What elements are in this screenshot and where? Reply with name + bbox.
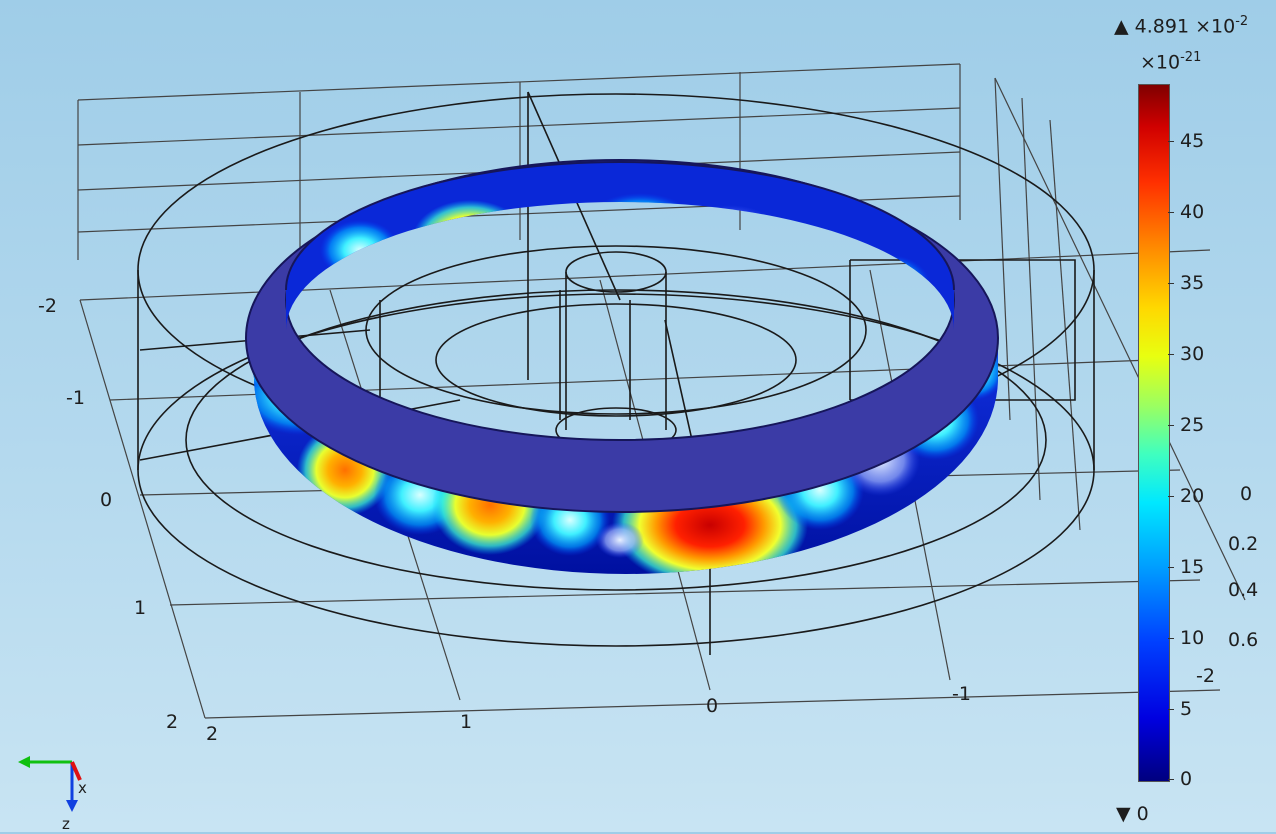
colorbar-tick	[1168, 354, 1174, 355]
colorbar-tick	[1168, 141, 1174, 142]
colorbar-tick	[1168, 425, 1174, 426]
axis-tick-right-5: -2	[1196, 665, 1215, 687]
axis-tick-right-1: 0	[1240, 483, 1253, 505]
colorbar-tick	[1168, 283, 1174, 284]
axis-tick-right-4: 0.6	[1228, 629, 1259, 651]
colorbar-tick	[1168, 212, 1174, 213]
colorbar-tick-label: 45	[1180, 130, 1205, 152]
colorbar-tick-label: 15	[1180, 556, 1205, 578]
axis-tick-left-4: 1	[134, 597, 147, 619]
colorbar-max: ▲ 4.891 ×10-2	[1114, 12, 1248, 36]
axis-tick-bottom-1: 2	[206, 723, 219, 745]
colorbar-tick-label: 40	[1180, 201, 1205, 223]
axis-tick-bottom-3: 0	[706, 695, 719, 717]
colorbar-multiplier: ×10-21	[1140, 48, 1201, 72]
colorbar-tick	[1168, 779, 1174, 780]
colorbar-tick-label: 0	[1180, 768, 1193, 790]
colorbar-max-exponent: -2	[1235, 14, 1249, 29]
colorbar-max-value: 4.891 ×10	[1134, 15, 1236, 38]
colorbar-multiplier-base: ×10	[1140, 51, 1181, 74]
axis-tick-bottom-2: 1	[460, 711, 473, 733]
colorbar-tick-label: 10	[1180, 627, 1205, 649]
axis-tick-left-5: 2	[166, 711, 179, 733]
colorbar-tick-label: 30	[1180, 343, 1205, 365]
back-grid-wall	[77, 63, 1246, 601]
axis-tick-left-1: -2	[38, 295, 57, 317]
colorbar-min: ▼ 0	[1116, 804, 1149, 824]
colorbar-min-value: 0	[1136, 803, 1149, 825]
axis-tick-left-3: 0	[100, 489, 113, 511]
colorbar-tick	[1168, 709, 1174, 710]
colorbar-tick-label: 20	[1180, 485, 1205, 507]
axis-tick-left-2: -1	[66, 387, 85, 409]
min-marker-icon: ▼	[1116, 803, 1131, 825]
axis-tick-right-2: 0.2	[1228, 533, 1259, 555]
triad-z-label: z	[62, 815, 70, 833]
colorbar-gradient	[1138, 84, 1170, 782]
colorbar-tick	[1168, 638, 1174, 639]
colorbar-multiplier-exponent: -21	[1180, 50, 1202, 65]
colorbar-tick	[1168, 567, 1174, 568]
colorbar-tick-label: 25	[1180, 414, 1205, 436]
colorbar-tick-label: 35	[1180, 272, 1205, 294]
triad-x-label: x	[78, 779, 87, 797]
axis-tick-right-3: 0.4	[1228, 579, 1259, 601]
colorbar-tick	[1168, 496, 1174, 497]
axis-tick-bottom-4: -1	[952, 683, 971, 705]
max-marker-icon: ▲	[1114, 15, 1129, 38]
axis-triad	[18, 756, 82, 812]
colorbar-tick-label: 5	[1180, 698, 1193, 720]
